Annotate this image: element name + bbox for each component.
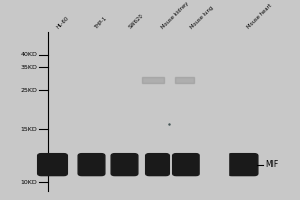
FancyBboxPatch shape: [228, 154, 258, 176]
Text: MIF: MIF: [266, 160, 279, 169]
FancyBboxPatch shape: [111, 154, 138, 176]
Text: SW620: SW620: [128, 13, 144, 30]
Text: Mouse heart: Mouse heart: [246, 3, 273, 30]
FancyBboxPatch shape: [78, 154, 105, 176]
Text: 40KD: 40KD: [21, 52, 38, 57]
Text: 35KD: 35KD: [21, 65, 38, 70]
Text: HL-60: HL-60: [56, 16, 70, 30]
Bar: [175, 77, 194, 83]
FancyBboxPatch shape: [146, 154, 169, 176]
Text: 15KD: 15KD: [21, 127, 38, 132]
Text: 10KD: 10KD: [21, 180, 38, 185]
Text: 25KD: 25KD: [21, 88, 38, 93]
Bar: [200, 23, 228, 200]
FancyBboxPatch shape: [38, 154, 67, 176]
Bar: [142, 77, 164, 83]
Text: Mouse lung: Mouse lung: [189, 5, 214, 30]
Text: Mouse kidney: Mouse kidney: [160, 1, 190, 30]
FancyBboxPatch shape: [173, 154, 199, 176]
Text: THP-1: THP-1: [94, 16, 109, 30]
